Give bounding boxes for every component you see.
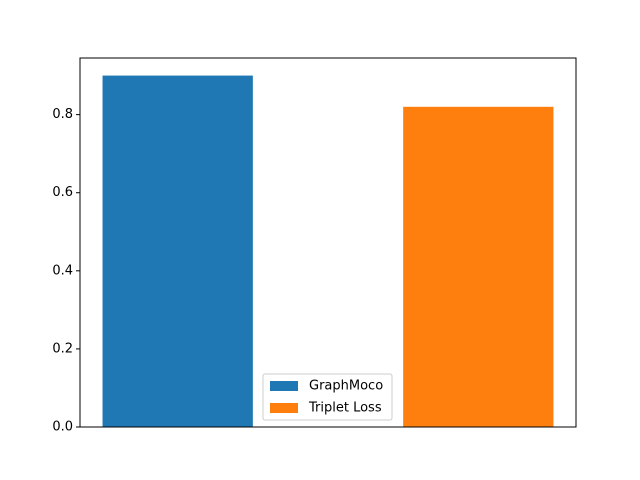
legend-swatch (270, 381, 298, 391)
legend-swatch (270, 403, 298, 413)
y-tick-label: 0.2 (52, 341, 73, 356)
bar-triplet-loss (403, 106, 554, 428)
y-tick-label: 0.4 (52, 263, 73, 278)
plot-frame (79, 57, 577, 428)
legend-label: Triplet Loss (308, 401, 382, 416)
y-tick-label: 0.8 (52, 107, 73, 122)
y-tick-label: 0.0 (52, 420, 73, 435)
bar-graphmoco (102, 75, 253, 428)
bars-group (102, 75, 554, 428)
legend: GraphMoco Triplet Loss (262, 373, 393, 421)
y-tick-label: 0.6 (52, 185, 73, 200)
y-axis: 0.0 0.2 0.4 0.6 0.8 (52, 107, 80, 435)
legend-label: GraphMoco (309, 379, 383, 394)
